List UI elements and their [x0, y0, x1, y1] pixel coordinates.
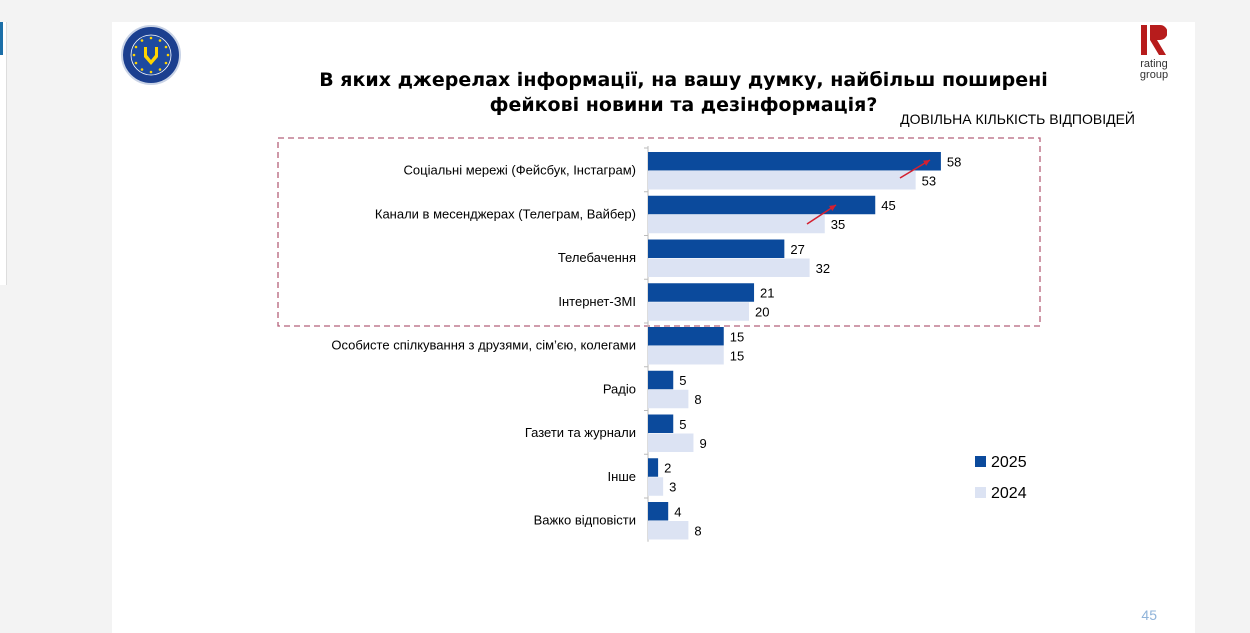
value-label-2024: 32	[816, 261, 830, 276]
category-label: Телебачення	[558, 250, 636, 265]
bar-2025	[648, 195, 876, 215]
bar-2024	[648, 171, 916, 190]
bar-2025	[648, 370, 674, 390]
rating-r-icon	[1141, 25, 1168, 55]
bar-2025	[648, 152, 941, 171]
category-label: Радіо	[603, 381, 636, 396]
value-label-2024: 53	[922, 173, 936, 188]
bar-2025	[648, 239, 785, 258]
side-panel	[0, 22, 7, 285]
value-label-2024: 8	[694, 392, 701, 407]
side-panel-edge	[0, 22, 3, 55]
page-number: 45	[1141, 607, 1157, 623]
trend-arrow-head	[829, 205, 836, 212]
category-label: Соціальні мережі (Фейсбук, Інстаграм)	[404, 163, 636, 178]
value-label-2025: 15	[730, 329, 744, 344]
bar-2024	[648, 302, 749, 321]
value-label-2025: 4	[674, 504, 681, 519]
logo-word-group: group	[1139, 69, 1169, 81]
euam-logo	[121, 25, 181, 85]
bar-2025	[648, 502, 669, 521]
bar-2025	[648, 327, 724, 346]
value-label-2025: 5	[679, 373, 686, 388]
value-label-2024: 35	[831, 217, 845, 232]
value-label-2024: 3	[669, 480, 676, 495]
logo-word-rating: rating	[1140, 58, 1168, 70]
trend-arrow-head	[923, 160, 930, 166]
bar-2025	[648, 414, 674, 433]
value-label-2025: 45	[881, 198, 895, 213]
page-title: В яких джерелах інформації, на вашу думк…	[112, 68, 1195, 118]
value-label-2025: 58	[947, 154, 961, 169]
bar-2024	[648, 346, 724, 365]
bar-2024	[648, 433, 694, 452]
title-line-2: фейкові новини та дезінформація?	[489, 94, 878, 116]
category-label: Газети та журнали	[525, 425, 636, 440]
chart-subtitle: ДОВІЛЬНА КІЛЬКІСТЬ ВІДПОВІДЕЙ	[900, 111, 1135, 127]
category-label: Особисте спілкування з друзями, сім’єю, …	[331, 338, 636, 353]
bar-2025	[648, 458, 659, 477]
bar-2024	[648, 521, 689, 540]
bar-2024	[648, 214, 825, 234]
value-label-2024: 9	[699, 436, 706, 451]
value-label-2024: 15	[730, 348, 744, 363]
value-label-2025: 21	[760, 286, 774, 301]
legend-label-2024: 2024	[991, 485, 1027, 502]
value-label-2025: 2	[664, 461, 671, 476]
bar-2024	[648, 258, 810, 277]
bar-2024	[648, 477, 664, 496]
highlight-box	[277, 137, 1041, 327]
category-label: Канали в месенджерах (Телеграм, Вайбер)	[375, 206, 636, 221]
title-line-1: В яких джерелах інформації, на вашу думк…	[319, 69, 1048, 91]
value-label-2024: 20	[755, 305, 769, 320]
category-label: Інше	[608, 469, 636, 484]
legend-swatch-2024	[975, 487, 986, 498]
category-label: Важко відповісти	[534, 513, 636, 528]
legend-label-2025: 2025	[991, 454, 1027, 471]
rating-group-logo: rating group	[1134, 25, 1174, 81]
value-label-2024: 8	[694, 523, 701, 538]
value-label-2025: 27	[790, 242, 804, 257]
value-label-2025: 5	[679, 417, 686, 432]
bar-2025	[648, 283, 755, 302]
category-label: Інтернет-ЗМІ	[558, 294, 636, 309]
bar-2024	[648, 389, 689, 409]
legend-swatch-2025	[975, 456, 986, 467]
